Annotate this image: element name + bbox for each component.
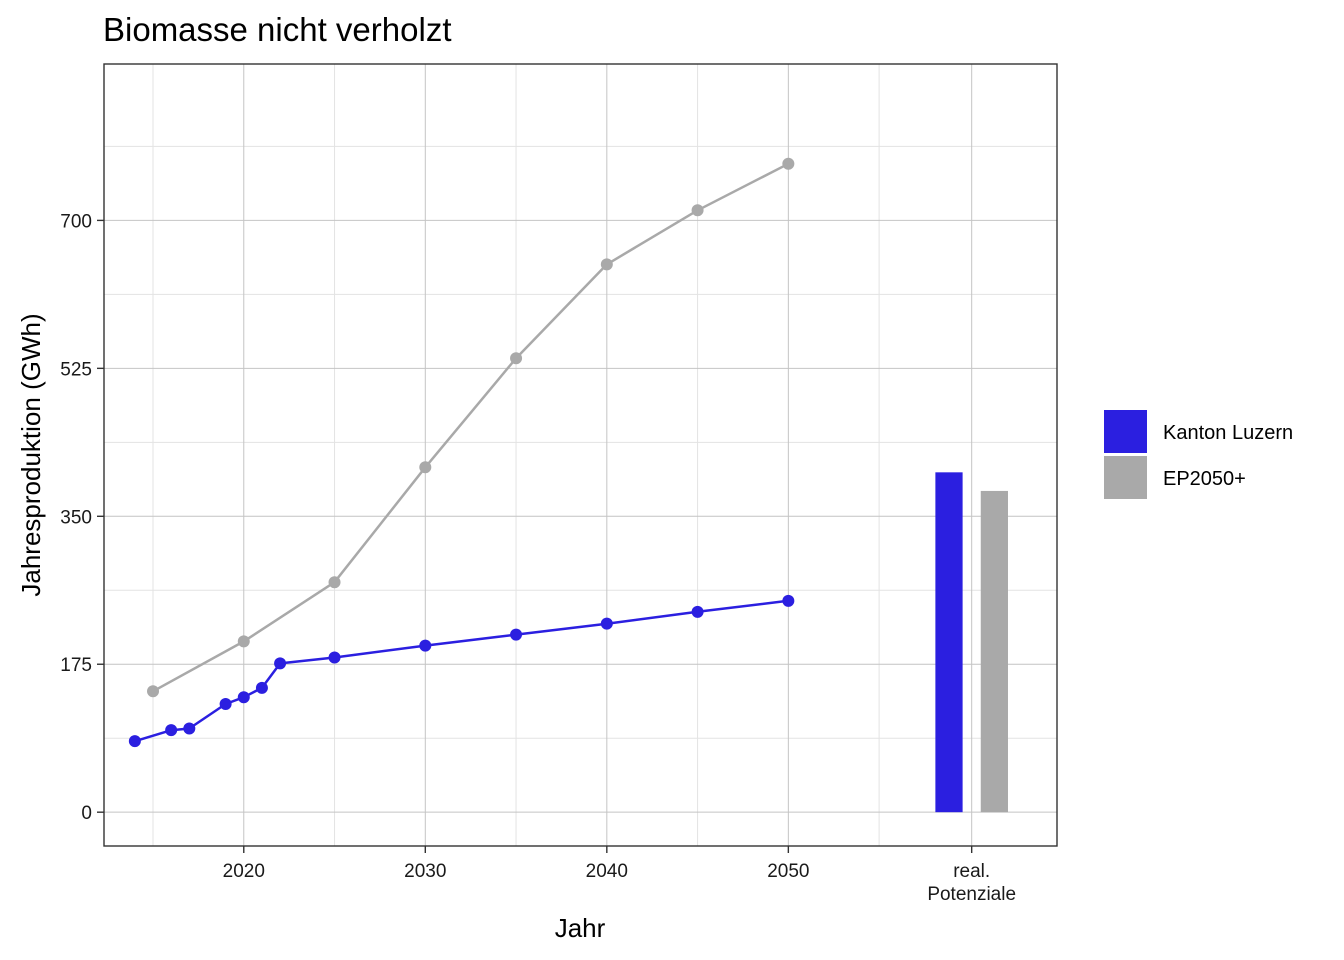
data-point: [237, 635, 250, 648]
data-point: [510, 352, 523, 365]
legend-key: [1104, 410, 1147, 453]
legend-label: EP2050+: [1163, 468, 1246, 490]
series-layer: [128, 157, 795, 748]
data-point: [183, 722, 196, 735]
y-tick-label: 525: [60, 359, 92, 380]
data-point: [128, 735, 141, 748]
x-tick-label: 2020: [223, 861, 265, 882]
x-tick-label-potentials: Potenziale: [927, 884, 1016, 905]
data-point: [328, 651, 341, 664]
legend-label: Kanton Luzern: [1163, 422, 1293, 444]
plot-grid: [104, 64, 1057, 846]
data-point: [147, 685, 160, 698]
x-tick-label-potentials: real.: [953, 861, 990, 882]
data-point: [165, 724, 178, 737]
y-tick-label: 350: [60, 507, 92, 528]
potential-bar: [980, 490, 1008, 813]
chart-title: Biomasse nicht verholzt: [103, 11, 451, 48]
data-point: [782, 157, 795, 170]
data-point: [219, 697, 232, 710]
data-point: [510, 628, 523, 641]
y-tick-label: 175: [60, 655, 92, 676]
data-point: [237, 691, 250, 704]
data-point: [274, 657, 287, 670]
x-axis-title: Jahr: [555, 913, 606, 943]
y-tick-label: 700: [60, 211, 92, 232]
series-line: [134, 599, 789, 743]
potentials-bars: [935, 472, 1008, 813]
plot-panel: [103, 63, 1058, 847]
series-line: [152, 162, 789, 693]
potential-bar: [935, 472, 963, 813]
x-tick-label: 2040: [586, 861, 628, 882]
data-point: [600, 258, 613, 271]
x-tick-label: 2050: [767, 861, 809, 882]
data-point: [691, 204, 704, 217]
legend-key: [1104, 456, 1147, 499]
data-point: [600, 617, 613, 630]
y-axis: 0 175 350 525 700: [60, 211, 104, 824]
y-tick-label: 0: [81, 803, 92, 824]
x-tick-label: 2030: [404, 861, 446, 882]
data-point: [691, 605, 704, 618]
data-point: [419, 461, 432, 474]
data-point: [419, 639, 432, 652]
data-point: [328, 576, 341, 589]
data-point: [782, 594, 795, 607]
x-axis: 2020 2030 2040 2050 real.Potenziale: [223, 846, 1016, 905]
legend: Kanton Luzern EP2050+: [1104, 410, 1293, 499]
y-axis-title: Jahresproduktion (GWh): [16, 313, 46, 596]
data-point: [255, 681, 268, 694]
